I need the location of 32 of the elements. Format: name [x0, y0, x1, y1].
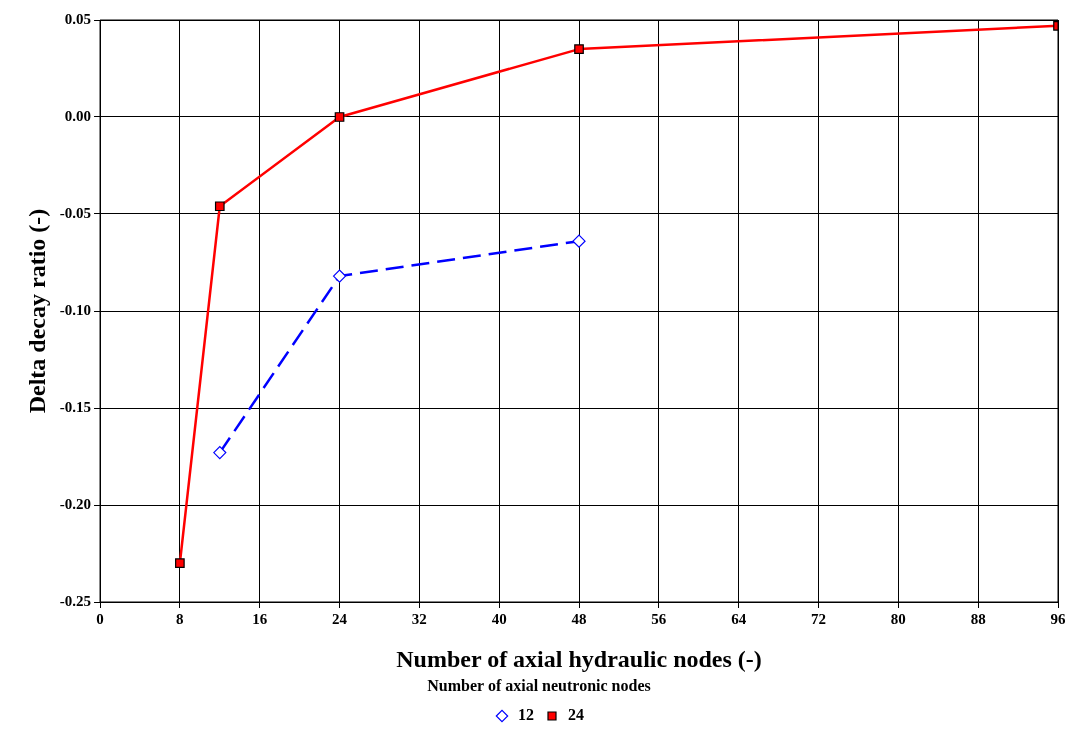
x-tick-label: 0	[96, 610, 104, 627]
y-tick-label: -0.10	[59, 301, 92, 318]
point	[574, 44, 584, 54]
x-tick-label: 88	[970, 610, 986, 627]
point	[334, 112, 345, 122]
y-axis-title: Delta decay ratio (-)	[23, 208, 50, 414]
legend-label: 24	[568, 706, 584, 724]
x-tick-label: 96	[1050, 610, 1066, 627]
legend-title: Number of axial neutronic nodes	[427, 676, 651, 694]
y-tick-label: 0.05	[64, 10, 92, 27]
legend-label: 12	[518, 706, 534, 724]
point	[213, 446, 227, 460]
point	[175, 558, 185, 569]
x-tick-label: 16	[252, 610, 268, 627]
x-tick-label: 80	[890, 610, 906, 627]
x-tick-label: 8	[176, 610, 184, 627]
y-tick-label: -0.05	[59, 204, 92, 221]
x-tick-label: 56	[651, 610, 667, 627]
point	[572, 234, 586, 248]
x-tick-label: 64	[731, 610, 747, 627]
y-tick-label: -0.15	[59, 398, 92, 415]
x-tick-label: 32	[411, 610, 427, 627]
y-tick-label: 0.00	[64, 107, 92, 124]
x-tick-label: 24	[332, 610, 348, 627]
x-axis-title: Number of axial hydraulic nodes (-)	[396, 645, 762, 672]
point	[332, 269, 347, 283]
point	[214, 201, 225, 212]
x-tick-label: 48	[571, 610, 587, 627]
y-tick-label: -0.20	[59, 495, 92, 512]
x-tick-label: 40	[491, 610, 507, 627]
x-tick-label: 72	[811, 610, 827, 627]
y-tick-label: -0.25	[59, 592, 92, 609]
